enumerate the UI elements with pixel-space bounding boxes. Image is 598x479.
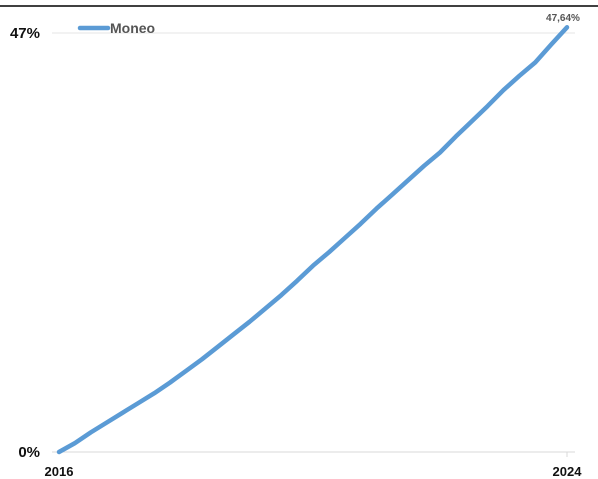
y-tick-label-top: 47% bbox=[10, 25, 40, 42]
y-tick-label-bottom: 0% bbox=[18, 444, 40, 461]
x-tick-label-end: 2024 bbox=[553, 464, 583, 479]
x-tick-label-start: 2016 bbox=[45, 464, 74, 479]
legend: Moneo bbox=[77, 20, 155, 36]
series-end-value-label: 47,64% bbox=[546, 13, 580, 24]
legend-label-moneo: Moneo bbox=[110, 20, 155, 36]
series-line-moneo bbox=[56, 25, 570, 455]
